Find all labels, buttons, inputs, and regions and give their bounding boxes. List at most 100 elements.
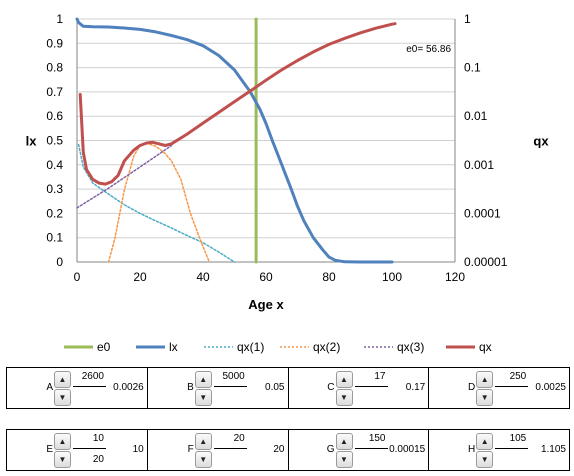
- y-right-tick-label: 0.0001: [464, 206, 501, 220]
- y-right-tick-label: 0.00001: [464, 255, 508, 269]
- y-right-tick-label: 0.001: [464, 158, 494, 172]
- spin-up-button[interactable]: ▲: [194, 371, 212, 388]
- y-left-tick-label: 0.7: [46, 85, 63, 99]
- life-table-chart: 0 0.1 0.2 0.3 0.4 0.5 0.6 0.7 0.8 0.9 1 0.00001 0.00…: [26, 12, 550, 354]
- x-tick-label: 20: [133, 270, 147, 284]
- param-cell-b: B ▲ ▼ 5000 0.05: [148, 368, 289, 408]
- spin-up-button[interactable]: ▲: [194, 433, 212, 450]
- fraction-line: [354, 386, 388, 387]
- param-letter: E: [46, 444, 53, 455]
- legend-label: qx: [479, 340, 492, 354]
- x-tick-label: 60: [259, 270, 273, 284]
- fraction-line: [73, 448, 106, 449]
- y-left-tick-label: 1: [56, 12, 63, 26]
- spin-down-button[interactable]: ▼: [54, 389, 71, 406]
- spin-down-button[interactable]: ▼: [194, 451, 212, 468]
- param-result: 0.00015: [389, 444, 426, 455]
- spin-up-button[interactable]: ▲: [476, 371, 494, 388]
- fraction-line: [495, 448, 529, 449]
- series-line-qx: [78, 22, 397, 186]
- y-left-tick-label: 0.3: [46, 182, 63, 196]
- gridlines: [77, 18, 455, 263]
- spin-up-button[interactable]: ▲: [335, 371, 353, 388]
- param-cell-g: G ▲ ▼ 150 0.00015: [289, 430, 430, 470]
- y-left-axis-title: lx: [26, 134, 38, 149]
- legend-label: qx(2): [313, 340, 340, 354]
- param-numerator: 17: [374, 371, 386, 382]
- fraction-line: [354, 448, 388, 449]
- series-layer: [75, 17, 397, 264]
- legend-label: e0: [97, 340, 111, 354]
- fraction-line: [495, 386, 529, 387]
- param-numerator: 105: [509, 433, 527, 444]
- spin-down-button[interactable]: ▼: [476, 451, 494, 468]
- param-denominator: 20: [92, 454, 104, 465]
- spin-down-button[interactable]: ▼: [194, 389, 212, 406]
- spin-up-button[interactable]: ▲: [54, 433, 71, 450]
- parameter-row-1: A ▲ ▼ 2600 0.0026 B ▲ ▼ 5000 0.05 C ▲ ▼ …: [6, 367, 570, 409]
- parameter-row-2: E ▲ ▼ 10 20 10 F ▲ ▼ 20 20 G ▲ ▼ 150 0.0…: [6, 429, 570, 471]
- x-tick-label: 80: [322, 270, 336, 284]
- param-letter: D: [468, 382, 476, 393]
- legend-label: qx(3): [397, 340, 424, 354]
- param-letter: C: [327, 382, 335, 393]
- spin-down-button[interactable]: ▼: [476, 389, 494, 406]
- y-left-tick-label: 0.6: [46, 109, 63, 123]
- param-numerator: 250: [509, 371, 527, 382]
- spin-up-button[interactable]: ▲: [335, 433, 353, 450]
- spin-down-button[interactable]: ▼: [335, 451, 353, 468]
- param-result: 10: [132, 444, 144, 455]
- series-line-lx: [75, 17, 394, 264]
- legend-label: lx: [169, 340, 178, 354]
- y-right-tick-label: 0.1: [464, 61, 481, 75]
- y-left-tick-label: 0.4: [46, 158, 63, 172]
- param-numerator: 20: [233, 433, 245, 444]
- x-tick-label: 40: [196, 270, 210, 284]
- series-line-qx-2: [107, 142, 211, 263]
- param-numerator: 10: [92, 433, 104, 444]
- fraction-line: [213, 448, 247, 449]
- param-cell-c: C ▲ ▼ 17 0.17: [289, 368, 430, 408]
- series-line-qx-1: [77, 143, 236, 263]
- spin-down-button[interactable]: ▼: [335, 389, 353, 406]
- spin-down-button[interactable]: ▼: [54, 451, 71, 468]
- param-numerator: 5000: [222, 371, 245, 382]
- spin-up-button[interactable]: ▲: [476, 433, 494, 450]
- y-right-tick-label: 1: [464, 12, 471, 26]
- x-tick-label: 120: [445, 270, 465, 284]
- param-letter: H: [468, 444, 476, 455]
- param-cell-f: F ▲ ▼ 20 20: [148, 430, 289, 470]
- x-tick-label: 100: [382, 270, 402, 284]
- param-numerator: 2600: [81, 371, 104, 382]
- param-letter: G: [326, 444, 335, 455]
- y-left-tick-label: 0.8: [46, 61, 63, 75]
- legend: e0 lx qx(1) qx(2) qx(3) qx: [64, 340, 492, 354]
- fraction-line: [213, 386, 247, 387]
- legend-label: qx(1): [237, 340, 264, 354]
- param-result: 0.05: [265, 382, 285, 393]
- y-left-tick-label: 0: [56, 255, 63, 269]
- e0-annotation: e0= 56.86: [406, 44, 451, 55]
- param-letter: F: [187, 444, 194, 455]
- param-cell-h: H ▲ ▼ 105 1.105: [429, 430, 569, 470]
- fraction-line: [73, 386, 106, 387]
- series-line-qx-3: [76, 144, 173, 209]
- x-axis-title: Age x: [248, 297, 284, 312]
- param-numerator: 150: [368, 433, 386, 444]
- axis-labels: 0 0.1 0.2 0.3 0.4 0.5 0.6 0.7 0.8 0.9 1 0.00001 0.00…: [26, 12, 550, 312]
- spin-up-button[interactable]: ▲: [54, 371, 71, 388]
- y-left-tick-label: 0.5: [46, 134, 63, 148]
- x-tick-label: 0: [74, 270, 81, 284]
- y-right-axis-title: qx: [533, 134, 549, 149]
- param-cell-e: E ▲ ▼ 10 20 10: [7, 430, 148, 470]
- param-result: 0.17: [405, 382, 426, 393]
- y-right-tick-label: 0.01: [464, 109, 488, 123]
- param-result: 1.105: [540, 444, 566, 455]
- y-left-tick-label: 0.9: [46, 36, 63, 50]
- param-cell-a: A ▲ ▼ 2600 0.0026: [7, 368, 148, 408]
- y-left-tick-label: 0.1: [46, 231, 63, 245]
- param-result: 0.0026: [113, 382, 144, 393]
- param-letter: A: [46, 382, 53, 393]
- y-left-tick-label: 0.2: [46, 206, 63, 220]
- param-letter: B: [187, 382, 194, 393]
